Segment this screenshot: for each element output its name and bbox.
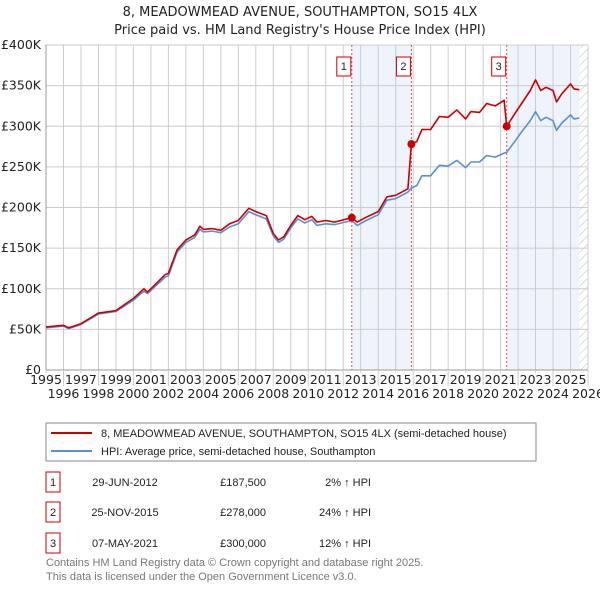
sale-row-price: £278,000 <box>220 507 266 519</box>
sale-row-date: 25-NOV-2015 <box>91 507 158 519</box>
sale-marker-box-2 <box>395 56 411 77</box>
series-lines <box>45 79 580 330</box>
x-tick-label: 2004 <box>187 386 219 401</box>
sale-points <box>347 122 511 222</box>
sale-row-badge-2 <box>45 501 61 523</box>
x-tick-label: 2022 <box>502 386 534 401</box>
sale-row-number: 2 <box>50 507 56 519</box>
x-tick-label: 2001 <box>135 372 167 387</box>
y-tick-label: £300K <box>1 118 42 133</box>
x-tick-label: 2015 <box>380 372 412 387</box>
sale-point-2 <box>407 140 416 149</box>
x-tick-label: 2026 <box>572 386 600 401</box>
sale-point-3 <box>502 122 511 131</box>
sale-marker-label-2: 2 <box>400 61 406 73</box>
x-tick-label: 2005 <box>205 372 237 387</box>
sales-table: 1 29-JUN-2012 £187,500 2% ↑ HPI 2 25-NOV-2015… <box>45 471 371 554</box>
sale-row-badge-3 <box>45 532 61 554</box>
sale-row-number: 1 <box>50 477 56 489</box>
x-tick-label: 2025 <box>555 372 587 387</box>
y-tick-label: £250K <box>1 159 42 174</box>
y-axis: £0 £50K £100K £150K £200K £250K £300K £350K £400… <box>1 37 42 377</box>
x-tick-label: 2019 <box>450 372 482 387</box>
sale-marker-box-3 <box>491 56 507 77</box>
x-tick-label: 2002 <box>152 386 184 401</box>
sale-row-number: 3 <box>50 538 56 550</box>
chart-subtitle: Price paid vs. HM Land Registry's House … <box>114 23 486 38</box>
x-tick-label: 2011 <box>310 372 342 387</box>
sale-row-badge-1 <box>45 471 61 493</box>
sale-row-hpi-delta: 2% ↑ HPI <box>325 477 371 489</box>
sale-marker-label-1: 1 <box>341 61 347 73</box>
x-tick-label: 2021 <box>485 372 517 387</box>
sale-point-1 <box>347 213 356 222</box>
x-tick-label: 2020 <box>467 386 499 401</box>
sale-row-price: £187,500 <box>220 477 266 489</box>
legend: 8, MEADOWMEAD AVENUE, SOUTHAMPTON, SO15 … <box>45 422 537 462</box>
x-tick-label: 2016 <box>397 386 429 401</box>
x-tick-label: 2000 <box>118 386 150 401</box>
x-tick-label: 2007 <box>240 372 272 387</box>
sale-row-price: £300,000 <box>220 538 266 550</box>
x-tick-label: 1996 <box>48 386 80 401</box>
sale-row-date: 29-JUN-2012 <box>92 477 157 489</box>
x-tick-label: 1995 <box>30 372 62 387</box>
sale-marker-label-3: 3 <box>496 61 502 73</box>
footer-licence: This data is licensed under the Open Gov… <box>46 571 357 583</box>
y-tick-label: £100K <box>1 281 42 296</box>
hpi-line <box>45 110 580 330</box>
property-price-line <box>45 79 580 329</box>
footer-copyright: Contains HM Land Registry data © Crown c… <box>46 557 423 569</box>
x-tick-label: 2010 <box>292 386 324 401</box>
legend-box <box>45 422 537 462</box>
legend-label-property: 8, MEADOWMEAD AVENUE, SOUTHAMPTON, SO15 … <box>101 428 507 440</box>
sale-row-date: 07-MAY-2021 <box>92 538 158 550</box>
x-tick-label: 2009 <box>275 372 307 387</box>
x-tick-label: 2014 <box>362 386 394 401</box>
x-tick-label: 2013 <box>345 372 377 387</box>
x-tick-label: 1998 <box>83 386 115 401</box>
y-tick-label: £150K <box>1 240 42 255</box>
x-axis: 1995199619971998199920002001200220032004… <box>30 370 600 401</box>
y-tick-label: £350K <box>1 78 42 93</box>
x-tick-label: 2024 <box>537 386 569 401</box>
y-tick-label: £0 <box>25 362 41 377</box>
legend-label-hpi: HPI: Average price, semi-detached house,… <box>101 446 375 458</box>
x-tick-label: 2008 <box>257 386 289 401</box>
x-tick-label: 2003 <box>170 372 202 387</box>
gridlines <box>45 44 589 371</box>
sale-markers: 1 2 3 <box>336 45 508 370</box>
y-tick-label: £200K <box>1 200 42 215</box>
x-tick-label: 1999 <box>100 372 132 387</box>
x-tick-label: 2017 <box>415 372 447 387</box>
sale-row-hpi-delta: 24% ↑ HPI <box>319 507 371 519</box>
x-tick-label: 2018 <box>432 386 464 401</box>
y-tick-label: £400K <box>1 37 42 52</box>
x-tick-label: 2012 <box>327 386 359 401</box>
sale-row-hpi-delta: 12% ↑ HPI <box>319 538 371 550</box>
sale-marker-box-1 <box>336 56 352 77</box>
x-tick-label: 2006 <box>222 386 254 401</box>
y-tick-label: £50K <box>9 321 42 336</box>
x-tick-label: 2023 <box>520 372 552 387</box>
chart-title: 8, MEADOWMEAD AVENUE, SOUTHAMPTON, SO15 … <box>123 5 478 20</box>
x-tick-label: 1997 <box>65 372 97 387</box>
